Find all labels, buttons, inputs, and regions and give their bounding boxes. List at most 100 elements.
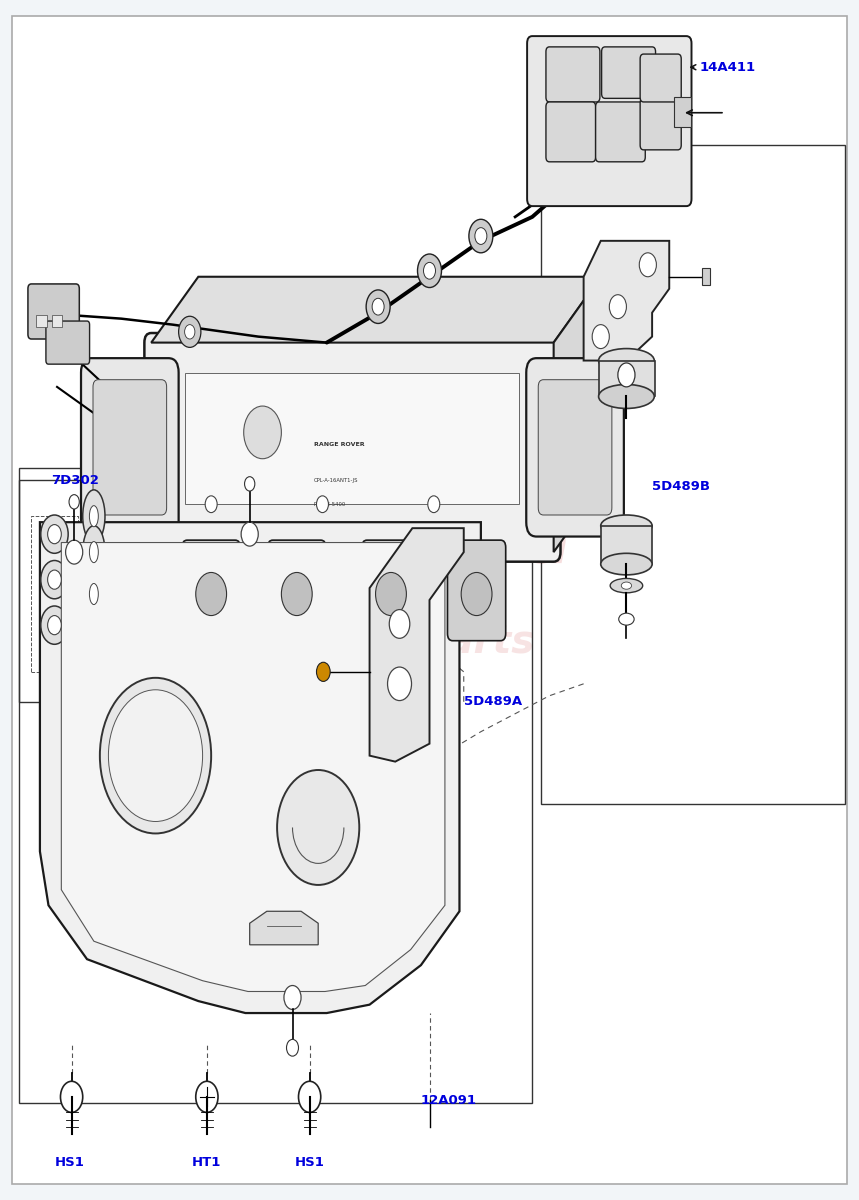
Text: 5D489A: 5D489A [464, 695, 522, 708]
Circle shape [461, 572, 492, 616]
FancyBboxPatch shape [268, 540, 326, 641]
Circle shape [60, 1081, 82, 1112]
Circle shape [366, 290, 390, 324]
Bar [702, 269, 710, 286]
Circle shape [47, 570, 61, 589]
Polygon shape [151, 277, 600, 342]
Text: CPL-A-16ANT1-JS: CPL-A-16ANT1-JS [314, 478, 358, 482]
FancyBboxPatch shape [640, 54, 681, 102]
Circle shape [241, 522, 259, 546]
Circle shape [40, 606, 68, 644]
Circle shape [469, 220, 493, 253]
Circle shape [316, 496, 328, 512]
Ellipse shape [599, 348, 655, 372]
Ellipse shape [82, 568, 105, 620]
Text: RH 48-5400: RH 48-5400 [314, 502, 345, 506]
Text: 5D489B: 5D489B [652, 480, 710, 493]
Circle shape [100, 678, 211, 834]
Polygon shape [61, 542, 460, 991]
FancyBboxPatch shape [81, 358, 179, 536]
Circle shape [47, 524, 61, 544]
FancyBboxPatch shape [595, 102, 645, 162]
Text: RANGE ROVER: RANGE ROVER [314, 442, 364, 446]
Circle shape [205, 496, 217, 512]
Circle shape [639, 253, 656, 277]
Circle shape [40, 515, 68, 553]
Bar [52, 316, 62, 328]
Text: car  parts: car parts [325, 623, 534, 661]
Text: 12A091: 12A091 [421, 1094, 477, 1106]
Circle shape [196, 572, 227, 616]
FancyBboxPatch shape [93, 379, 167, 515]
Text: HS1: HS1 [55, 1156, 85, 1169]
Circle shape [592, 325, 609, 348]
Polygon shape [369, 528, 464, 762]
FancyBboxPatch shape [539, 379, 612, 515]
Ellipse shape [599, 384, 655, 408]
Circle shape [475, 228, 487, 245]
Circle shape [372, 299, 384, 316]
Polygon shape [554, 277, 600, 552]
FancyBboxPatch shape [362, 540, 420, 641]
FancyBboxPatch shape [144, 334, 561, 562]
FancyBboxPatch shape [182, 540, 241, 641]
Circle shape [245, 476, 255, 491]
Bar [36, 316, 46, 328]
Text: 7D302: 7D302 [51, 474, 99, 487]
Circle shape [389, 610, 410, 638]
Ellipse shape [610, 578, 643, 593]
Bar [600, 526, 652, 564]
Circle shape [179, 317, 201, 347]
Circle shape [196, 1081, 218, 1112]
Circle shape [609, 295, 626, 319]
Ellipse shape [600, 553, 652, 575]
Circle shape [375, 572, 406, 616]
Circle shape [244, 406, 282, 458]
Text: scuderia: scuderia [289, 517, 570, 575]
FancyBboxPatch shape [28, 284, 79, 340]
Circle shape [108, 690, 203, 822]
Circle shape [185, 325, 195, 340]
FancyBboxPatch shape [46, 322, 89, 364]
Polygon shape [40, 522, 481, 1013]
Bar [32, 516, 78, 672]
Circle shape [284, 985, 301, 1009]
Text: HS1: HS1 [295, 1156, 325, 1169]
Bar [19, 480, 533, 1103]
FancyBboxPatch shape [527, 358, 624, 536]
Bar [19, 468, 168, 702]
Bar [673, 97, 691, 127]
FancyBboxPatch shape [527, 36, 691, 206]
FancyBboxPatch shape [601, 47, 655, 98]
Circle shape [316, 662, 330, 682]
FancyBboxPatch shape [640, 98, 681, 150]
Ellipse shape [82, 490, 105, 542]
Circle shape [47, 616, 61, 635]
Circle shape [65, 540, 82, 564]
Circle shape [69, 494, 79, 509]
Circle shape [428, 496, 440, 512]
Ellipse shape [82, 526, 105, 578]
FancyBboxPatch shape [83, 553, 133, 605]
Bar [186, 372, 520, 504]
Ellipse shape [89, 505, 98, 527]
Polygon shape [583, 241, 669, 360]
Circle shape [287, 1039, 298, 1056]
Circle shape [417, 254, 442, 288]
Bar [541, 145, 844, 804]
FancyBboxPatch shape [546, 102, 595, 162]
Polygon shape [250, 911, 318, 944]
Ellipse shape [618, 613, 634, 625]
FancyBboxPatch shape [546, 47, 600, 102]
Circle shape [423, 263, 436, 280]
Bar [599, 360, 655, 396]
Circle shape [298, 1081, 320, 1112]
Ellipse shape [600, 515, 652, 536]
Circle shape [277, 770, 359, 884]
Ellipse shape [621, 582, 631, 589]
FancyBboxPatch shape [448, 540, 506, 641]
Circle shape [282, 572, 312, 616]
Circle shape [387, 667, 411, 701]
Text: HT1: HT1 [192, 1156, 222, 1169]
Circle shape [40, 560, 68, 599]
